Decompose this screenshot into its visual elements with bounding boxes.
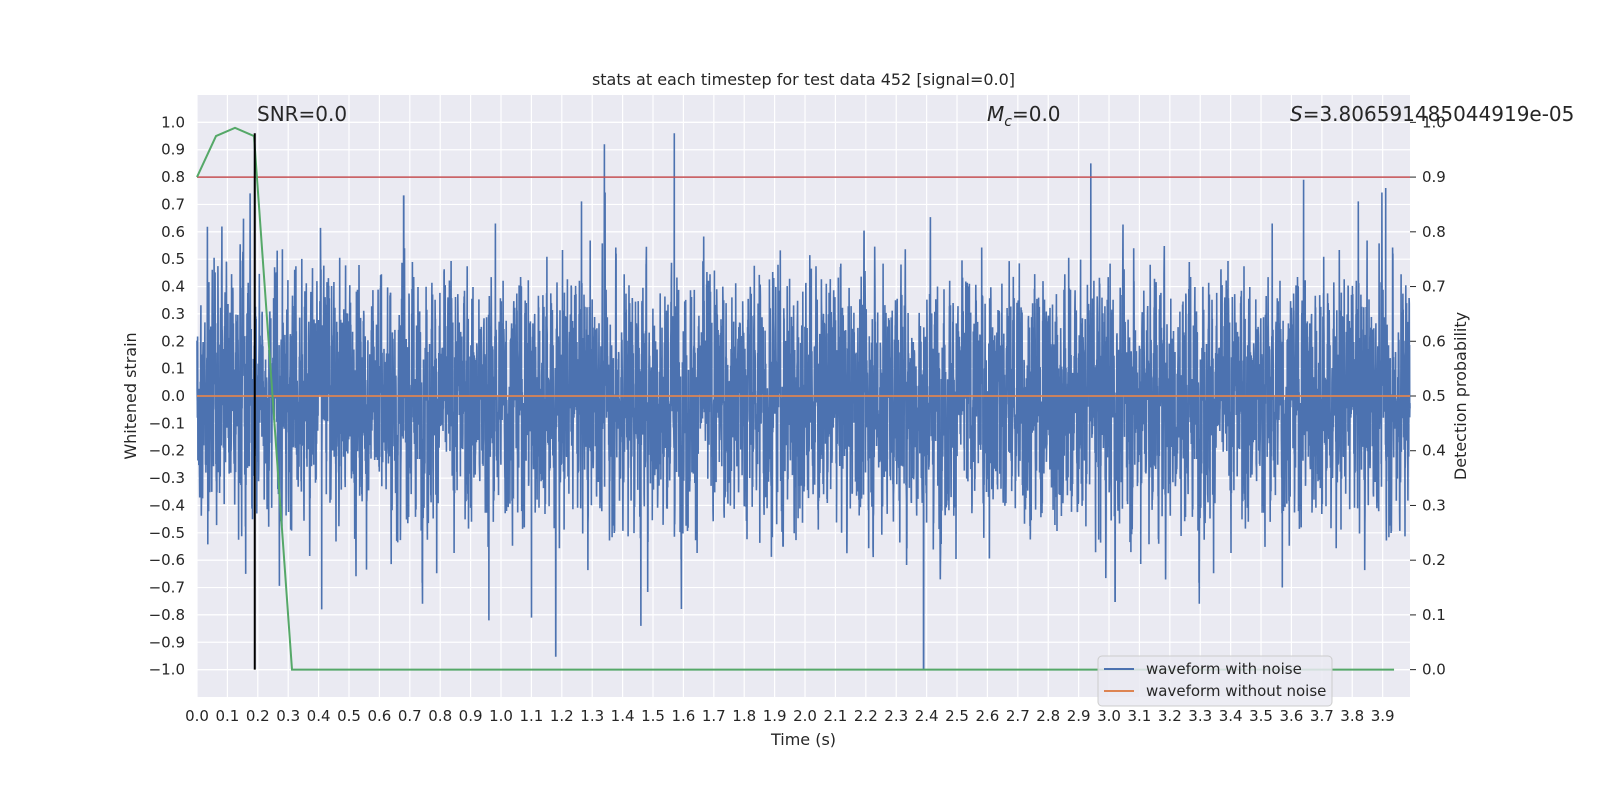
y-tick-label: −0.7 bbox=[149, 579, 185, 597]
x-tick-label: 0.9 bbox=[459, 707, 483, 725]
mc-symbol: M bbox=[987, 102, 1004, 126]
x-tick-label: 2.7 bbox=[1006, 707, 1030, 725]
y-right-tick-label: 0.8 bbox=[1422, 223, 1446, 241]
x-tick-label: 0.5 bbox=[337, 707, 361, 725]
x-tick-label: 0.4 bbox=[307, 707, 331, 725]
x-tick-label: 0.2 bbox=[246, 707, 270, 725]
x-tick-label: 3.7 bbox=[1310, 707, 1334, 725]
y-tick-label: 0.8 bbox=[161, 168, 185, 186]
x-tick-label: 3.0 bbox=[1097, 707, 1121, 725]
s-annotation: S=3.806591485044919e-05 bbox=[1290, 102, 1574, 126]
x-tick-label: 1.5 bbox=[641, 707, 665, 725]
y-right-tick-label: 0.7 bbox=[1422, 278, 1446, 296]
x-tick-label: 3.9 bbox=[1371, 707, 1395, 725]
y-right-tick-label: 0.5 bbox=[1422, 387, 1446, 405]
y-tick-label: −0.6 bbox=[149, 551, 185, 569]
legend-label: waveform without noise bbox=[1146, 682, 1326, 700]
y-right-axis-label: Detection probability bbox=[1451, 312, 1470, 480]
y-tick-label: −0.9 bbox=[149, 633, 185, 651]
series-detection-probability bbox=[196, 126, 1395, 671]
y-ticks: 1.0 0.9 0.8 0.7 0.6 0.5 0.4 0.3 0.2 0.1 0.0 −0.1 −0.… bbox=[149, 113, 185, 678]
x-tick-label: 0.7 bbox=[398, 707, 422, 725]
x-ticks: 0.0 0.1 0.2 0.3 0.4 0.5 0.6 0.7 0.8 0.9 1.0 1.1 1.2 1… bbox=[185, 707, 1394, 725]
x-tick-label: 2.2 bbox=[854, 707, 878, 725]
y-axis-label: Whitened strain bbox=[121, 332, 140, 459]
x-axis-label: Time (s) bbox=[770, 730, 836, 749]
y-tick-label: −0.5 bbox=[149, 524, 185, 542]
legend-label: waveform with noise bbox=[1146, 660, 1302, 678]
x-tick-label: 3.8 bbox=[1340, 707, 1364, 725]
x-tick-label: 3.3 bbox=[1188, 707, 1212, 725]
x-tick-label: 3.6 bbox=[1280, 707, 1304, 725]
x-tick-label: 1.1 bbox=[519, 707, 543, 725]
x-tick-label: 1.7 bbox=[702, 707, 726, 725]
y-right-tick-label: 0.3 bbox=[1422, 496, 1446, 514]
x-tick-label: 1.6 bbox=[671, 707, 695, 725]
y-tick-label: 0.3 bbox=[161, 305, 185, 323]
y-tick-label: 0.0 bbox=[161, 387, 185, 405]
x-tick-label: 2.8 bbox=[1036, 707, 1060, 725]
y-right-tick-label: 0.9 bbox=[1422, 168, 1446, 186]
x-tick-label: 2.4 bbox=[915, 707, 939, 725]
s-value: =3.806591485044919e-05 bbox=[1303, 102, 1575, 126]
x-tick-label: 2.1 bbox=[823, 707, 847, 725]
x-tick-label: 3.4 bbox=[1219, 707, 1243, 725]
mc-value: =0.0 bbox=[1012, 102, 1061, 126]
y-tick-label: 0.9 bbox=[161, 141, 185, 159]
x-tick-label: 3.2 bbox=[1158, 707, 1182, 725]
y-right-tick-label: 0.0 bbox=[1422, 661, 1446, 679]
series-layer bbox=[196, 126, 1411, 671]
s-symbol: S bbox=[1290, 102, 1303, 126]
y-tick-label: 0.6 bbox=[161, 223, 185, 241]
x-tick-label: 2.5 bbox=[945, 707, 969, 725]
y-tick-label: −0.4 bbox=[149, 496, 185, 514]
y-right-tick-label: 0.1 bbox=[1422, 606, 1446, 624]
x-tick-label: 2.6 bbox=[975, 707, 999, 725]
y-tick-label: −1.0 bbox=[149, 661, 185, 679]
x-tick-label: 3.5 bbox=[1249, 707, 1273, 725]
y-right-ticks: 1.0 0.9 0.8 0.7 0.6 0.5 0.4 0.3 0.2 0.1 0.0 bbox=[1410, 113, 1446, 679]
x-tick-label: 0.3 bbox=[276, 707, 300, 725]
y-tick-label: 0.4 bbox=[161, 278, 185, 296]
x-tick-label: 0.8 bbox=[428, 707, 452, 725]
x-tick-label: 0.6 bbox=[367, 707, 391, 725]
y-tick-label: 0.5 bbox=[161, 250, 185, 268]
y-right-tick-label: 0.4 bbox=[1422, 442, 1446, 460]
y-right-tick-label: 0.2 bbox=[1422, 551, 1446, 569]
x-tick-label: 1.0 bbox=[489, 707, 513, 725]
x-tick-label: 0.1 bbox=[215, 707, 239, 725]
y-tick-label: 0.2 bbox=[161, 332, 185, 350]
y-tick-label: 1.0 bbox=[161, 113, 185, 131]
y-right-tick-label: 1.0 bbox=[1422, 113, 1446, 131]
legend: waveform with noise waveform without nois… bbox=[1097, 655, 1333, 707]
x-tick-label: 1.3 bbox=[580, 707, 604, 725]
x-tick-label: 2.3 bbox=[884, 707, 908, 725]
y-tick-label: 0.1 bbox=[161, 360, 185, 378]
series-waveform-with-noise bbox=[196, 133, 1411, 671]
x-tick-label: 2.0 bbox=[793, 707, 817, 725]
y-tick-label: 0.7 bbox=[161, 195, 185, 213]
snr-annotation: SNR=0.0 bbox=[257, 102, 347, 126]
chart-title: stats at each timestep for test data 452… bbox=[592, 70, 1015, 89]
x-tick-label: 1.9 bbox=[763, 707, 787, 725]
mc-subscript: c bbox=[1004, 114, 1012, 130]
x-tick-label: 0.0 bbox=[185, 707, 209, 725]
legend-box bbox=[1097, 655, 1333, 707]
mc-annotation: Mc=0.0 bbox=[987, 102, 1061, 130]
y-tick-label: −0.8 bbox=[149, 606, 185, 624]
x-tick-label: 1.4 bbox=[611, 707, 635, 725]
y-tick-label: −0.3 bbox=[149, 469, 185, 487]
x-tick-label: 2.9 bbox=[1067, 707, 1091, 725]
x-tick-label: 1.2 bbox=[550, 707, 574, 725]
x-tick-label: 3.1 bbox=[1128, 707, 1152, 725]
y-right-tick-label: 0.6 bbox=[1422, 332, 1446, 350]
x-tick-label: 1.8 bbox=[732, 707, 756, 725]
y-tick-label: −0.1 bbox=[149, 414, 185, 432]
y-tick-label: −0.2 bbox=[149, 442, 185, 460]
